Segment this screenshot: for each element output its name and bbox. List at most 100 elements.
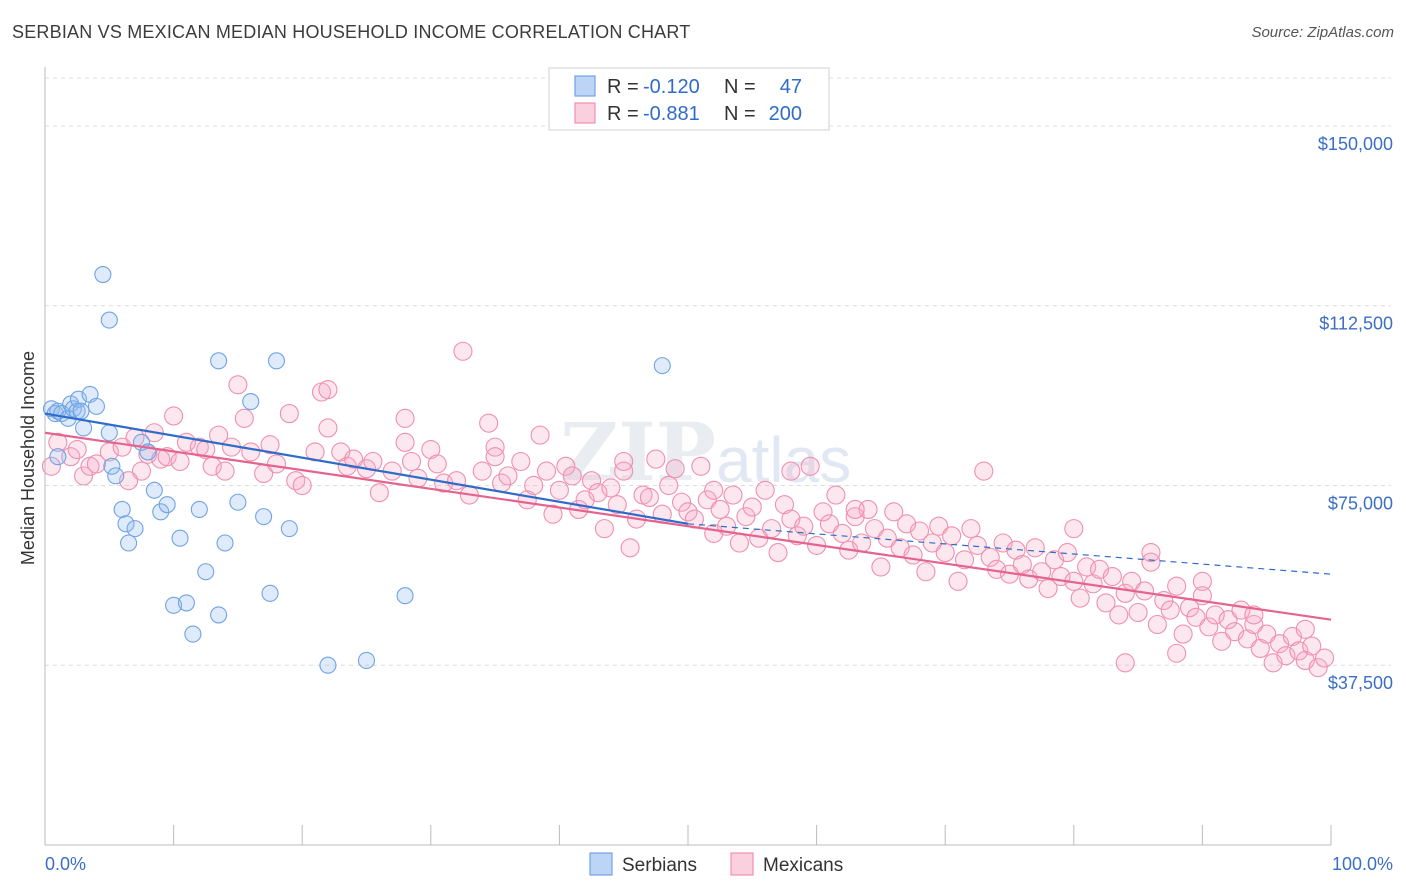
serbians-bottom-label: Serbians: [622, 855, 697, 876]
mexicans-point: [639, 487, 659, 508]
serbians-point: [396, 587, 414, 605]
serbians-point: [190, 500, 208, 518]
y-tick-label: $112,500: [1319, 314, 1393, 334]
mexicans-point: [67, 439, 87, 460]
mexicans-point: [581, 471, 602, 491]
mexicans-point: [1302, 636, 1322, 656]
mexicans-bottom-label: Mexicans: [763, 855, 843, 876]
axes: [44, 67, 1332, 846]
serbians-point: [171, 529, 189, 547]
mexicans-point: [903, 545, 923, 565]
serbians-point: [100, 311, 118, 329]
watermark-atlas: atlas: [716, 424, 851, 496]
x-tick-label: 100.0%: [1332, 854, 1393, 874]
serbians-n-value: 47: [780, 76, 802, 98]
serbians-point: [152, 503, 170, 521]
mexicans-point: [961, 519, 981, 539]
mexicans-point: [215, 461, 235, 481]
mexicans-point: [588, 483, 608, 503]
serbians-point: [100, 424, 118, 442]
y-tick-label: $37,500: [1328, 673, 1393, 693]
mexicans-point: [594, 519, 614, 539]
mexicans-point: [1115, 653, 1135, 673]
watermark-zip: ZIP: [560, 405, 716, 499]
mexicans-point: [646, 449, 666, 469]
mexicans-point: [543, 504, 563, 524]
serbians-point: [94, 265, 112, 284]
stats-legend: R = -0.120 N = 47 R = -0.881 N = 200: [548, 67, 830, 131]
mexicans-point: [948, 571, 968, 591]
mexicans-point: [742, 497, 762, 517]
mexicans-point: [48, 432, 68, 452]
mexicans-point: [800, 456, 820, 476]
mexicans-point: [446, 471, 467, 491]
mexicans-point: [678, 502, 698, 522]
mexicans-point: [318, 418, 338, 438]
mexicans-point: [1295, 619, 1315, 639]
mexicans-point: [665, 459, 685, 479]
mexicans-legend-swatch: [574, 102, 596, 124]
mexicans-point: [736, 507, 756, 527]
mexicans-point: [1205, 605, 1225, 625]
mexicans-point: [916, 562, 936, 582]
mexicans-point: [935, 543, 955, 563]
serbians-point: [72, 402, 90, 420]
mexicans-point: [762, 519, 782, 539]
serbians-point: [242, 393, 260, 411]
mexicans-point: [1218, 610, 1238, 630]
serbians-point: [357, 651, 376, 669]
mexicans-point: [1250, 638, 1270, 659]
mexicans-point: [1012, 555, 1032, 575]
mexicans-point: [61, 447, 81, 467]
serbians-point: [261, 584, 279, 602]
mexicans-point: [1315, 648, 1335, 668]
serbians-point: [216, 534, 234, 552]
serbians-point: [319, 656, 337, 674]
mexicans-trend-line: [44, 431, 1332, 621]
serbians-point: [210, 352, 228, 370]
mexicans-point: [369, 483, 389, 503]
serbians-legend-swatch: [574, 75, 596, 97]
mexicans-point: [1128, 602, 1148, 623]
mexicans-point: [453, 341, 473, 361]
mexicans-point: [1160, 600, 1180, 620]
mexicans-point: [472, 461, 492, 481]
mexicans-point: [556, 456, 576, 476]
mexicans-r-label: R =: [607, 103, 639, 125]
mexicans-point: [1141, 552, 1161, 572]
y-tick-labels: $37,500 $75,000 $112,500 $150,000: [1318, 134, 1393, 693]
mexicans-point: [131, 461, 151, 481]
mexicans-point: [1289, 641, 1309, 661]
serbians-r-label: R =: [607, 76, 639, 98]
mexicans-point: [234, 408, 254, 428]
x-tick-labels: 0.0% 100.0%: [45, 854, 1393, 874]
mexicans-point: [74, 466, 94, 486]
serbians-point: [267, 352, 286, 370]
mexicans-point: [691, 456, 711, 476]
mexicans-point: [279, 404, 299, 424]
mexicans-point: [1147, 614, 1167, 635]
mexicans-point: [884, 502, 904, 522]
mexicans-point: [1102, 566, 1122, 587]
mexicans-bottom-swatch: [730, 852, 754, 876]
mexicans-point: [318, 380, 338, 400]
mexicans-point: [967, 535, 987, 555]
mexicans-point: [942, 526, 962, 546]
mexicans-point: [980, 547, 1000, 567]
serbians-point: [107, 467, 125, 485]
mexicans-point: [266, 454, 287, 474]
mexicans-point: [1212, 631, 1232, 651]
mexicans-point: [1096, 593, 1116, 613]
mexicans-point: [1006, 540, 1026, 560]
stats-legend-box: [548, 67, 830, 131]
serbians-point: [126, 520, 144, 538]
mexicans-point: [781, 461, 801, 481]
mexicans-point: [826, 485, 846, 505]
mexicans-point: [1167, 643, 1187, 663]
mexicans-point: [1064, 519, 1084, 539]
mexicans-point: [479, 413, 499, 433]
serbians-point: [255, 508, 273, 526]
mexicans-point: [755, 480, 775, 500]
serbians-point: [197, 563, 215, 581]
